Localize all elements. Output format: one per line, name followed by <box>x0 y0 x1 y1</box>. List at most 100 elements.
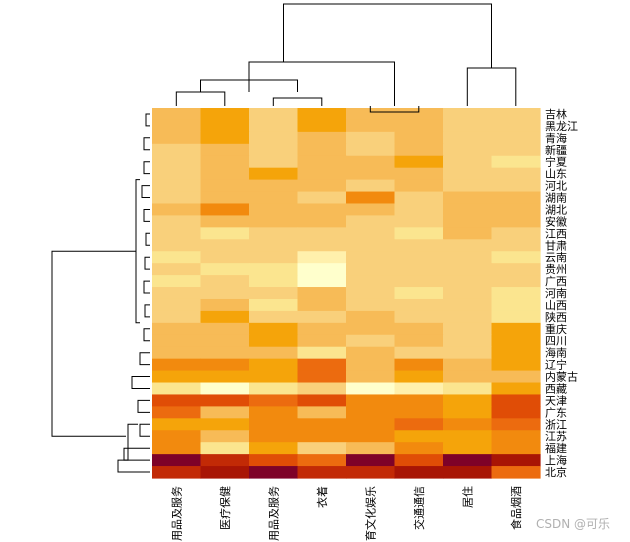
heatmap-cell <box>443 131 493 145</box>
heatmap-cell <box>297 430 347 443</box>
heatmap-cell <box>346 215 396 228</box>
column-label: 用品及服务 <box>170 486 183 541</box>
heatmap-cell <box>394 108 444 121</box>
heatmap-cell <box>200 191 250 205</box>
heatmap-cell <box>249 191 299 205</box>
heatmap-cell <box>152 275 202 288</box>
row-label: 新疆 <box>545 143 567 157</box>
row-dendrogram-branch <box>144 256 150 270</box>
heatmap-cell <box>200 108 250 121</box>
row-dendrogram-branch <box>143 280 150 294</box>
heatmap-cell <box>394 466 444 479</box>
heatmap-cell <box>491 227 541 240</box>
heatmap-cell <box>394 370 444 384</box>
heatmap-cell <box>297 310 347 324</box>
heatmap-cell <box>249 418 299 431</box>
heatmap-cell <box>200 287 250 300</box>
heatmap-cell <box>443 275 493 288</box>
heatmap-cell <box>443 143 493 157</box>
row-label: 北京 <box>545 465 567 479</box>
heatmap-cell <box>491 287 541 300</box>
heatmap-cell <box>394 143 444 157</box>
heatmap-cell <box>346 322 396 336</box>
column-dendrogram-branch <box>466 67 517 106</box>
heatmap-cell <box>200 382 250 396</box>
heatmap-cell <box>443 418 493 431</box>
heatmap-cell <box>249 346 299 360</box>
row-label: 河北 <box>545 180 567 193</box>
heatmap-cell <box>491 406 541 419</box>
heatmap-cell <box>346 275 396 288</box>
row-label: 内蒙古 <box>545 370 578 384</box>
heatmap-cell <box>346 466 396 479</box>
heatmap-cell <box>394 287 444 300</box>
heatmap-cell <box>346 239 396 252</box>
heatmap-cell <box>346 394 396 407</box>
heatmap-cell <box>346 406 396 419</box>
heatmap-cell <box>491 322 541 336</box>
heatmap-cell <box>346 179 396 193</box>
heatmap-cell <box>152 155 202 169</box>
row-label: 青海 <box>545 131 567 145</box>
column-label: 医疗保健 <box>218 486 232 530</box>
heatmap-cell <box>297 167 347 181</box>
heatmap-cell <box>297 418 347 431</box>
row-label: 河南 <box>545 287 567 300</box>
heatmap-cell <box>394 322 444 336</box>
heatmap-cell <box>394 430 444 443</box>
heatmap-cell <box>346 418 396 431</box>
heatmap-cell <box>346 310 396 324</box>
column-dendrogram-branch <box>283 3 492 68</box>
row-label: 山东 <box>545 168 567 181</box>
heatmap-cell <box>491 108 541 121</box>
heatmap-cell <box>394 251 444 264</box>
heatmap-cell <box>152 466 202 479</box>
heatmap-cell <box>249 203 299 217</box>
heatmap-cell <box>443 215 493 228</box>
heatmap-cell <box>249 108 299 121</box>
heatmap-cell <box>297 179 347 193</box>
heatmap-cell <box>200 394 250 407</box>
heatmap-cell <box>491 215 541 228</box>
row-label: 湖北 <box>545 203 567 216</box>
heatmap-cell <box>346 334 396 348</box>
heatmap-cell <box>200 215 250 228</box>
row-dendrogram-branch <box>139 352 150 366</box>
row-dendrogram-branch <box>135 179 140 324</box>
heatmap-cell <box>491 275 541 288</box>
heatmap-cell <box>297 108 347 121</box>
heatmap-cell <box>491 119 541 133</box>
row-label: 辽宁 <box>545 358 567 372</box>
heatmap-cell <box>200 418 250 431</box>
heatmap-cell <box>491 310 541 324</box>
heatmap-cell <box>346 119 396 133</box>
row-dendrogram-branch <box>143 161 150 175</box>
heatmap-cell <box>152 119 202 133</box>
column-dendrogram <box>175 3 517 113</box>
heatmap-cell <box>249 263 299 276</box>
heatmap-cell <box>394 155 444 169</box>
heatmap-cell <box>200 203 250 217</box>
heatmap-cell <box>249 287 299 300</box>
heatmap-cell <box>443 358 493 372</box>
row-label: 陕西 <box>545 310 567 324</box>
row-dendrogram-branch <box>137 399 150 413</box>
heatmap-cell <box>443 108 493 121</box>
heatmap-cell <box>297 406 347 419</box>
heatmap-cell <box>394 310 444 324</box>
heatmap-cell <box>297 334 347 348</box>
heatmap-cell <box>443 155 493 169</box>
heatmap-cell <box>443 287 493 300</box>
heatmap-cell <box>394 442 444 455</box>
heatmap-cell <box>200 454 250 467</box>
heatmap-cell <box>491 358 541 372</box>
heatmap-cell <box>297 382 347 396</box>
heatmap-cell <box>200 346 250 360</box>
row-label: 湖南 <box>545 192 567 205</box>
heatmap-cell <box>249 275 299 288</box>
row-label: 广西 <box>545 275 567 288</box>
heatmap-cell <box>394 131 444 145</box>
heatmap-cell <box>297 394 347 407</box>
heatmap-cell <box>346 298 396 312</box>
row-dendrogram-branch <box>145 113 150 127</box>
